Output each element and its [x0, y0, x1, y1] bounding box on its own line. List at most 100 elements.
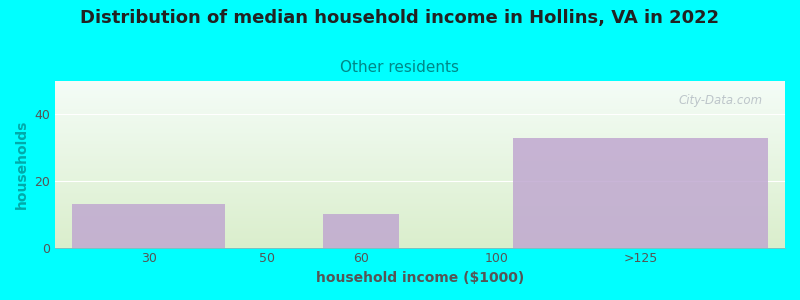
- Bar: [55, 178, 785, 179]
- Bar: [55, 202, 785, 204]
- Bar: [55, 96, 785, 98]
- Bar: [55, 211, 785, 213]
- Bar: [55, 171, 785, 172]
- Bar: [55, 141, 785, 142]
- Bar: [55, 93, 785, 94]
- Bar: [55, 218, 785, 219]
- Bar: [55, 194, 785, 196]
- Bar: [55, 109, 785, 111]
- Bar: [55, 236, 785, 238]
- Bar: [55, 226, 785, 228]
- Bar: [55, 131, 785, 133]
- Bar: [55, 154, 785, 156]
- Bar: [55, 108, 785, 109]
- Bar: [55, 166, 785, 168]
- Bar: [55, 83, 785, 84]
- Bar: [55, 119, 785, 121]
- Bar: [55, 216, 785, 218]
- Bar: [55, 224, 785, 226]
- Bar: [55, 139, 785, 141]
- Bar: [55, 153, 785, 154]
- Bar: [55, 179, 785, 181]
- Bar: [55, 121, 785, 123]
- Text: Other residents: Other residents: [341, 60, 459, 75]
- Bar: [55, 133, 785, 134]
- Y-axis label: households: households: [15, 120, 29, 209]
- Bar: [55, 188, 785, 189]
- Bar: [55, 209, 785, 211]
- Bar: [55, 176, 785, 178]
- Bar: [55, 88, 785, 89]
- Bar: [55, 241, 785, 243]
- Bar: [55, 228, 785, 229]
- Bar: [55, 151, 785, 153]
- Bar: [55, 181, 785, 183]
- Bar: [55, 231, 785, 232]
- Bar: [55, 114, 785, 116]
- Bar: [55, 124, 785, 126]
- Bar: [55, 84, 785, 86]
- Bar: [55, 106, 785, 108]
- Bar: [55, 156, 785, 158]
- Bar: [55, 204, 785, 206]
- Bar: [55, 174, 785, 176]
- Bar: [55, 146, 785, 148]
- Bar: [55, 201, 785, 202]
- Bar: [55, 148, 785, 149]
- Bar: [55, 169, 785, 171]
- Bar: [55, 158, 785, 159]
- Bar: [55, 81, 785, 83]
- Bar: [55, 198, 785, 199]
- Bar: [55, 172, 785, 174]
- Bar: [55, 91, 785, 93]
- Bar: [55, 149, 785, 151]
- Bar: [55, 244, 785, 246]
- Bar: [55, 168, 785, 169]
- Bar: [55, 234, 785, 236]
- Bar: [55, 136, 785, 138]
- Text: Distribution of median household income in Hollins, VA in 2022: Distribution of median household income …: [81, 9, 719, 27]
- Bar: [55, 229, 785, 231]
- Bar: [55, 193, 785, 194]
- Bar: [55, 144, 785, 146]
- Bar: [55, 184, 785, 186]
- X-axis label: household income ($1000): household income ($1000): [316, 271, 524, 285]
- Bar: [55, 128, 785, 129]
- Bar: [55, 214, 785, 216]
- Bar: [55, 118, 785, 119]
- Bar: [55, 134, 785, 136]
- Bar: [55, 138, 785, 139]
- Bar: [55, 191, 785, 193]
- Bar: [55, 232, 785, 234]
- Bar: [55, 199, 785, 201]
- Bar: [55, 219, 785, 221]
- Bar: [55, 101, 785, 103]
- Bar: [55, 89, 785, 91]
- Bar: [55, 159, 785, 161]
- Bar: [55, 163, 785, 164]
- Bar: [55, 94, 785, 96]
- Bar: [55, 183, 785, 184]
- Bar: [55, 104, 785, 106]
- Bar: [55, 213, 785, 214]
- Bar: [55, 206, 785, 208]
- Bar: [55, 243, 785, 244]
- Bar: [55, 239, 785, 241]
- Bar: [55, 86, 785, 88]
- Bar: [55, 221, 785, 223]
- Bar: [55, 129, 785, 131]
- Bar: [514, 138, 768, 248]
- Bar: [55, 98, 785, 99]
- Bar: [55, 116, 785, 118]
- Bar: [55, 161, 785, 163]
- Bar: [55, 111, 785, 113]
- Bar: [55, 164, 785, 166]
- Bar: [55, 113, 785, 114]
- Bar: [72, 204, 225, 248]
- Bar: [55, 186, 785, 188]
- Bar: [55, 196, 785, 198]
- Bar: [55, 99, 785, 101]
- Bar: [322, 214, 399, 248]
- Bar: [55, 246, 785, 247]
- Text: City-Data.com: City-Data.com: [679, 94, 763, 107]
